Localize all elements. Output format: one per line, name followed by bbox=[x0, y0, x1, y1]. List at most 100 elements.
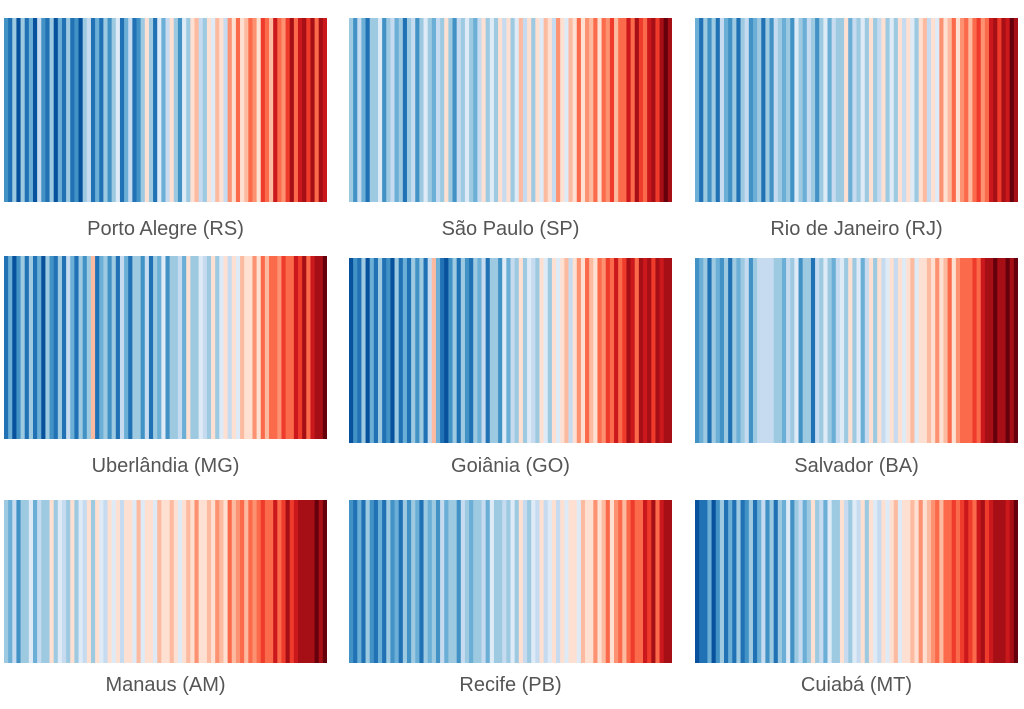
stripe bbox=[761, 18, 766, 202]
stripe bbox=[144, 256, 150, 439]
stripe bbox=[119, 18, 125, 202]
stripe bbox=[148, 18, 154, 202]
stripe bbox=[244, 18, 249, 202]
stripe bbox=[1013, 258, 1018, 443]
stripe bbox=[469, 18, 474, 202]
stripe bbox=[527, 500, 532, 663]
stripe bbox=[744, 500, 750, 663]
stripe bbox=[535, 258, 541, 443]
stripe bbox=[572, 18, 578, 202]
stripe bbox=[16, 256, 22, 439]
stripe bbox=[82, 256, 88, 439]
stripe bbox=[448, 18, 454, 202]
stripe bbox=[115, 18, 121, 202]
stripe bbox=[715, 258, 721, 443]
stripe bbox=[49, 18, 55, 202]
stripe bbox=[655, 500, 661, 663]
stripe bbox=[556, 18, 561, 202]
stripe bbox=[285, 500, 291, 663]
city-label: Salvador (BA) bbox=[794, 455, 919, 477]
stripe bbox=[572, 500, 578, 663]
stripe bbox=[74, 18, 80, 202]
stripe bbox=[103, 500, 109, 663]
stripe bbox=[761, 258, 766, 443]
city-label: Recife (PB) bbox=[459, 674, 562, 696]
stripe bbox=[20, 256, 26, 439]
stripe bbox=[605, 258, 611, 443]
stripe bbox=[394, 500, 400, 663]
stripe bbox=[630, 18, 636, 202]
stripe bbox=[190, 500, 196, 663]
stripe bbox=[190, 18, 196, 202]
stripe bbox=[289, 256, 295, 439]
stripe bbox=[365, 18, 371, 202]
stripe bbox=[757, 500, 762, 663]
stripe bbox=[28, 256, 34, 439]
stripe bbox=[527, 258, 532, 443]
stripe bbox=[703, 18, 709, 202]
stripe bbox=[473, 500, 478, 663]
stripe bbox=[634, 18, 640, 202]
stripe bbox=[576, 500, 582, 663]
stripe bbox=[177, 500, 183, 663]
stripe bbox=[510, 500, 516, 663]
stripe bbox=[398, 500, 404, 663]
stripe bbox=[448, 500, 454, 663]
stripe bbox=[277, 500, 283, 663]
stripe bbox=[597, 18, 603, 202]
stripe bbox=[99, 18, 104, 202]
stripe bbox=[169, 18, 175, 202]
stripe bbox=[614, 500, 619, 663]
stripe bbox=[298, 18, 303, 202]
stripe bbox=[273, 18, 278, 202]
stripe bbox=[922, 18, 928, 202]
stripe bbox=[369, 258, 375, 443]
stripe bbox=[769, 18, 775, 202]
stripe bbox=[427, 258, 433, 443]
stripe bbox=[885, 258, 891, 443]
stripe bbox=[406, 18, 412, 202]
stripe bbox=[860, 258, 866, 443]
stripes-chart bbox=[349, 500, 672, 663]
stripe bbox=[715, 18, 721, 202]
stripe bbox=[169, 256, 175, 439]
stripe bbox=[765, 18, 771, 202]
stripe bbox=[440, 18, 445, 202]
stripe bbox=[864, 18, 870, 202]
stripe bbox=[289, 18, 295, 202]
stripe bbox=[699, 500, 704, 663]
stripe bbox=[601, 500, 607, 663]
stripe bbox=[211, 500, 216, 663]
stripe bbox=[609, 258, 615, 443]
city-label: Rio de Janeiro (RJ) bbox=[770, 218, 943, 240]
stripe bbox=[781, 258, 787, 443]
stripe bbox=[835, 258, 841, 443]
stripe bbox=[527, 18, 532, 202]
stripe bbox=[643, 500, 648, 663]
stripe bbox=[810, 18, 816, 202]
stripe bbox=[452, 18, 458, 202]
stripe bbox=[955, 500, 961, 663]
stripe bbox=[231, 18, 237, 202]
stripe bbox=[231, 256, 237, 439]
stripe bbox=[634, 258, 640, 443]
stripe bbox=[786, 258, 791, 443]
stripe bbox=[931, 258, 936, 443]
stripe bbox=[361, 18, 367, 202]
stripe bbox=[1001, 18, 1007, 202]
stripes-chart bbox=[4, 18, 327, 202]
stripe bbox=[897, 500, 903, 663]
stripes-panel bbox=[349, 18, 672, 202]
stripe bbox=[918, 258, 924, 443]
stripe bbox=[835, 18, 841, 202]
stripe bbox=[37, 500, 42, 663]
stripe bbox=[868, 18, 874, 202]
stripe bbox=[369, 500, 375, 663]
stripe bbox=[659, 500, 665, 663]
stripe bbox=[752, 258, 758, 443]
stripe bbox=[502, 258, 507, 443]
stripe bbox=[638, 258, 644, 443]
stripe bbox=[382, 258, 387, 443]
stripe bbox=[873, 18, 878, 202]
stripe bbox=[264, 500, 270, 663]
